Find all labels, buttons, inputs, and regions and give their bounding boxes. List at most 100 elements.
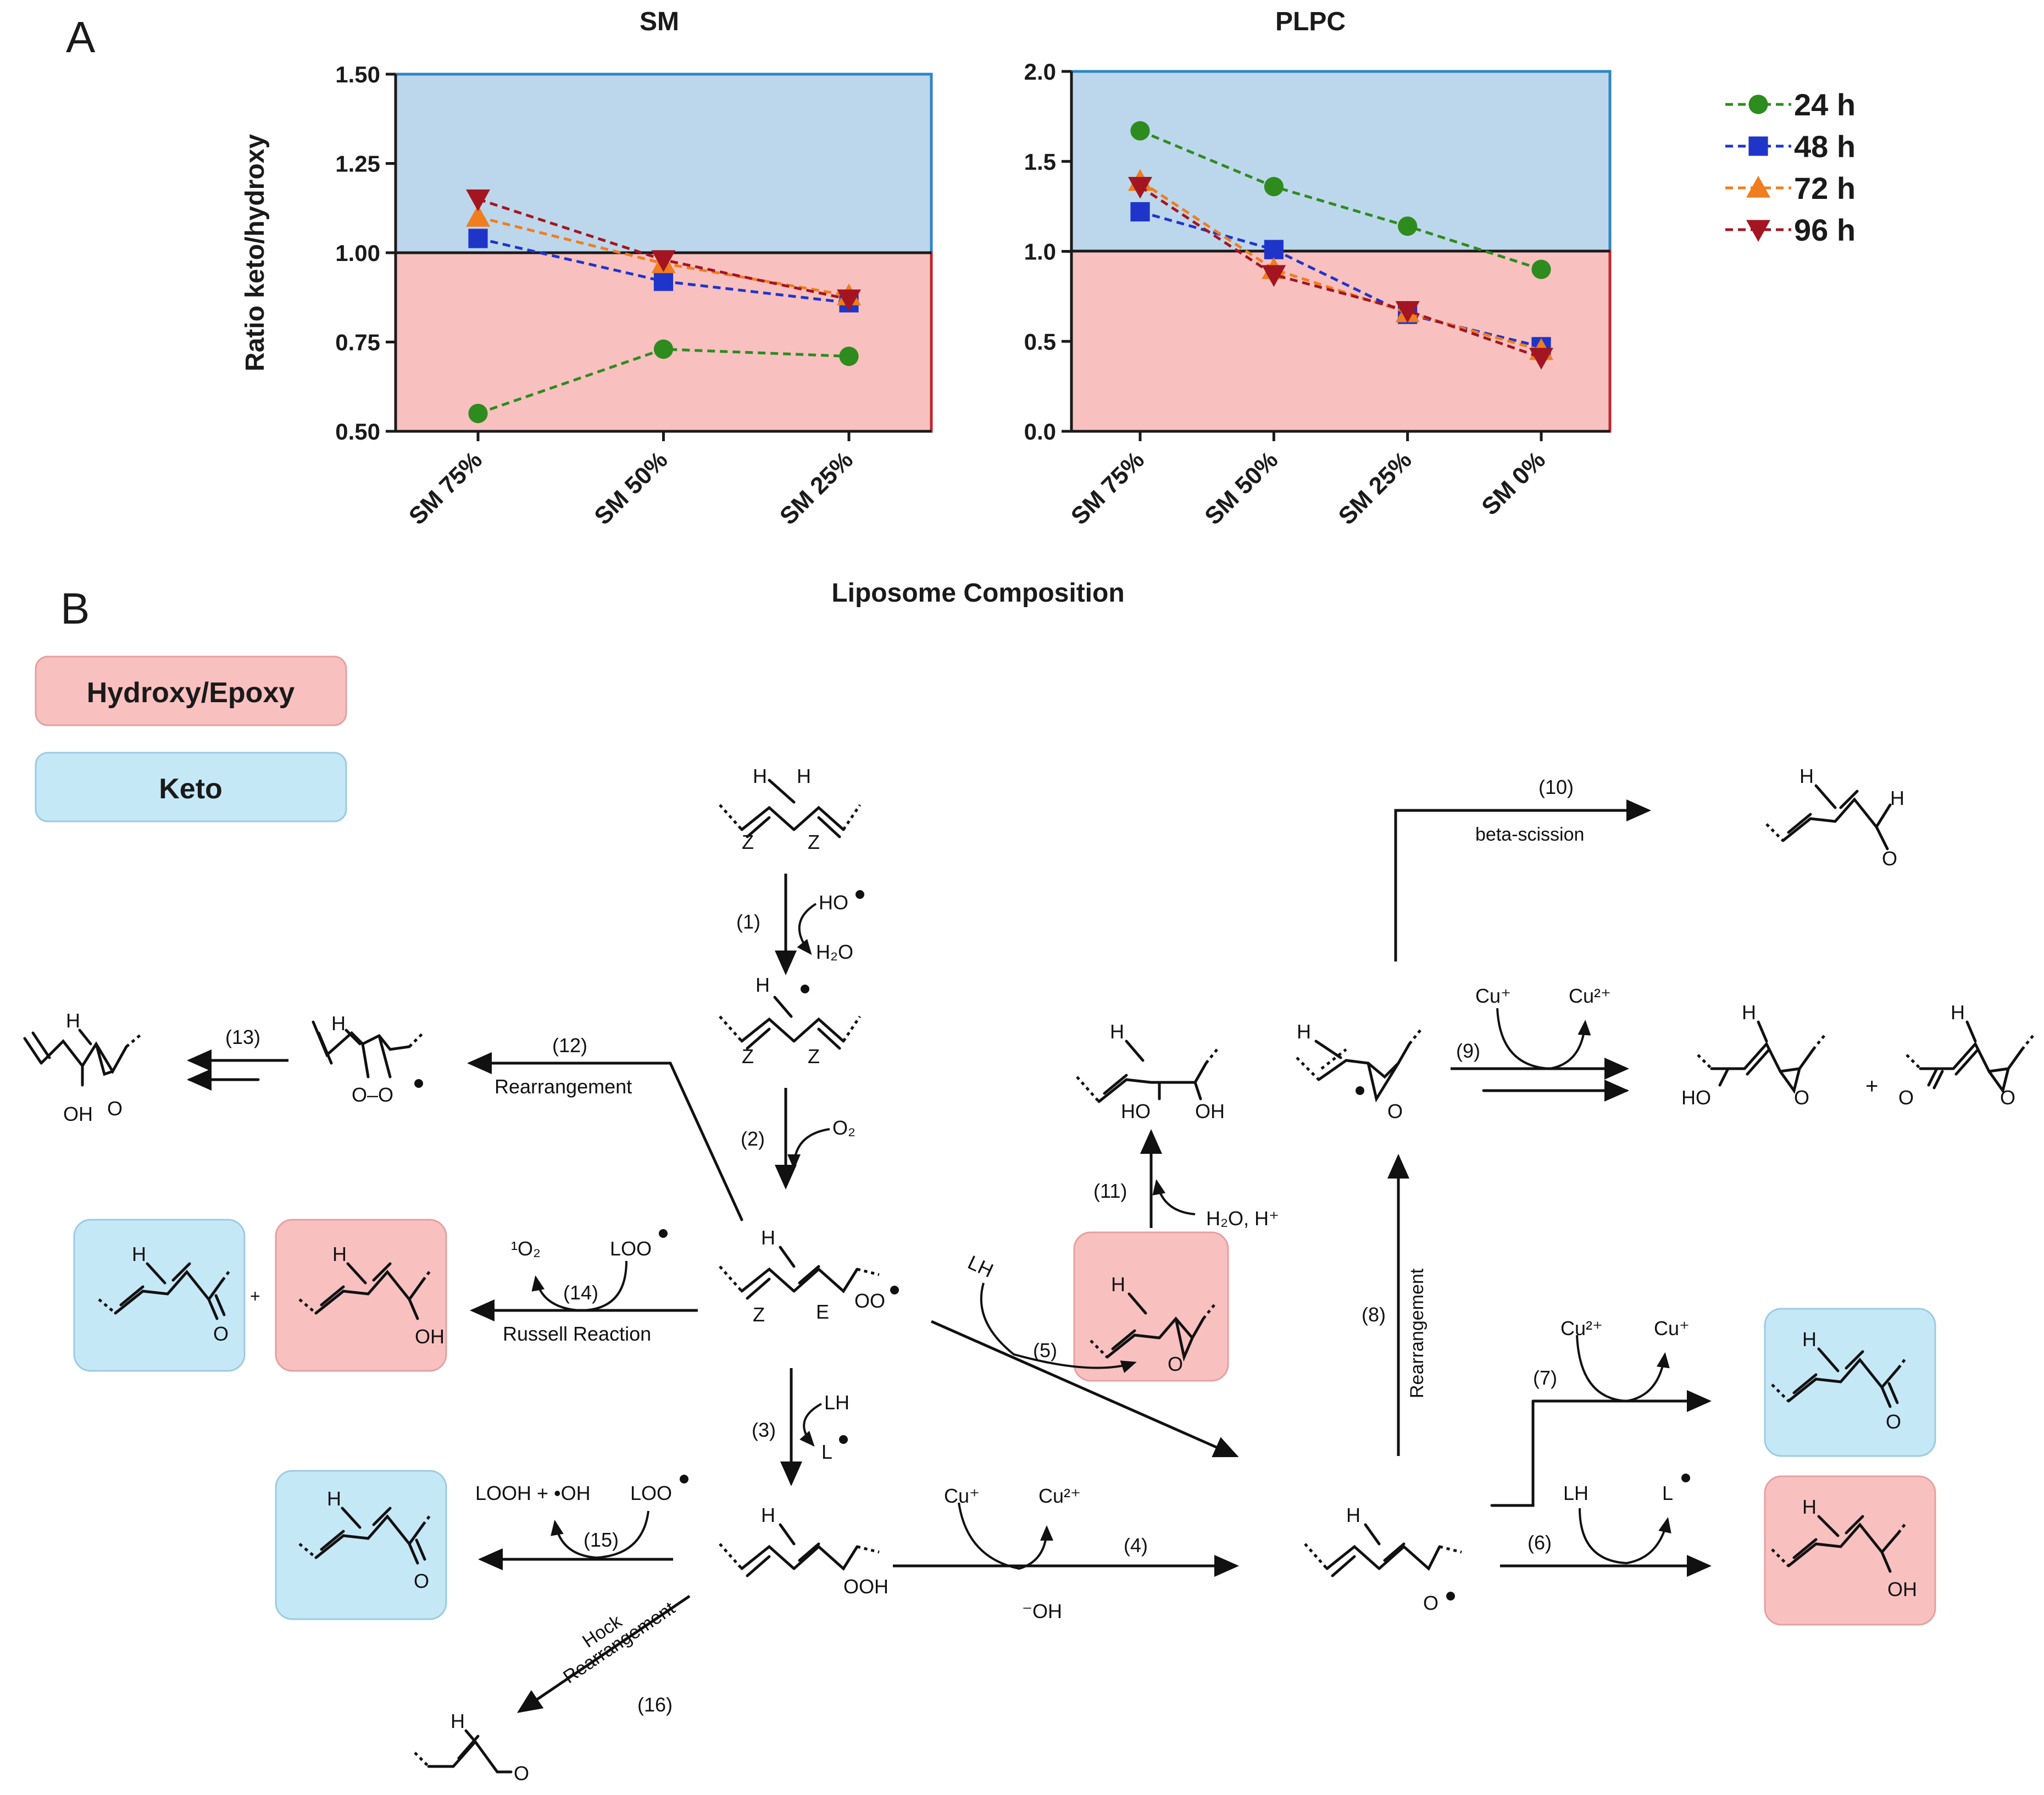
y-tick-label: 0.75: [335, 330, 380, 355]
box-hydroxy-6: [1764, 1475, 1936, 1626]
curve-step-1: [797, 903, 817, 955]
atom-o: O: [1886, 1410, 1901, 1433]
step-label: (9): [1456, 1040, 1480, 1062]
box-hydroxy-russell: [275, 1219, 447, 1372]
reagent-singlet-o2: ¹O₂: [511, 1237, 541, 1260]
step-label: (8): [1362, 1303, 1386, 1326]
step-label: (6): [1528, 1531, 1552, 1554]
radical-dot: [890, 1286, 899, 1294]
structure-hydroperoxide: H OOH: [719, 1504, 888, 1598]
y-tick-label: 1.25: [335, 151, 380, 177]
y-tick-label: 1.00: [335, 240, 380, 266]
curve-step-11: [1152, 1179, 1196, 1215]
x-tick-label: SM 25%: [1334, 446, 1417, 530]
y-axis-label: Ratio keto/hydroxy: [241, 134, 270, 371]
structure-peroxyl-radical: H Z E OO: [719, 1226, 899, 1326]
data-point-24h: [839, 346, 859, 366]
data-point-24h: [1398, 216, 1418, 236]
stereo-z: Z: [742, 1045, 754, 1068]
radical-dot: [801, 985, 809, 993]
reaction-russell: Russell Reaction: [503, 1322, 651, 1345]
structure-ketone-7: H O: [1771, 1328, 1908, 1433]
atom-h: H: [66, 1009, 80, 1032]
atom-o: O: [1168, 1353, 1183, 1375]
structure-epoxyallyl-radical: H O: [1296, 1020, 1421, 1122]
structure-linoleate: H H Z Z: [719, 765, 862, 853]
curve-step-2: [787, 1128, 830, 1170]
atom-h: H: [331, 1012, 346, 1035]
reagent-cu-plus: Cu⁺: [944, 1485, 980, 1507]
curve-step-14: [531, 1260, 627, 1312]
arrow-step-5: [930, 1320, 1239, 1458]
radical-dot: [856, 890, 864, 899]
y-tick-label: 1.50: [335, 62, 380, 87]
x-tick-label: SM 75%: [404, 446, 487, 530]
x-axis-label: Liposome Composition: [831, 579, 1124, 608]
atom-o: O: [1387, 1100, 1403, 1122]
structure-hydroxy-epoxy-product: H HO O: [1681, 1001, 1825, 1109]
step-label: (3): [752, 1419, 776, 1441]
atom-h: H: [753, 765, 767, 787]
series-line-24h: [1140, 129, 1542, 271]
legend-marker: [1748, 95, 1768, 114]
step-label: (5): [1033, 1339, 1057, 1361]
radical-dot: [1446, 1592, 1455, 1601]
step-label: (12): [552, 1034, 587, 1057]
curve-step-15: [551, 1510, 649, 1559]
stereo-z: Z: [808, 1045, 820, 1068]
data-point-24h: [653, 339, 674, 359]
structure-ketone-15: H O: [298, 1487, 432, 1592]
reagent-lh: LH: [824, 1391, 849, 1414]
radical-dot: [1356, 1086, 1364, 1095]
y-tick-label: 0.0: [1024, 419, 1056, 444]
atom-h: H: [797, 765, 811, 787]
chart-plpc: PLPC 0.0 0.5 1.0 1.5 2.0 SM 75% SM 50% SM 25% SM…: [1024, 7, 1612, 530]
legend: 24 h 48 h 72 h 96 h: [1725, 87, 1856, 247]
step-label: (13): [225, 1026, 260, 1048]
y-tick-label: 1.5: [1024, 149, 1056, 175]
reaction-hock-rearrangement: Rearrangement: [559, 1598, 679, 1688]
data-point-96h: [466, 189, 490, 212]
reagent-loo: LOO: [610, 1237, 652, 1260]
data-point-48h: [1264, 240, 1284, 259]
reagent-cu-plus: Cu⁺: [1654, 1317, 1690, 1340]
structure-dioxetane: H O–O: [312, 1012, 424, 1106]
legend-label: 96 h: [1794, 213, 1856, 247]
y-tick-label: 1.0: [1024, 239, 1056, 265]
curve-step-4: [958, 1502, 1053, 1570]
structure-diol: H HO OH: [1076, 1020, 1225, 1122]
atom-ho: HO: [1681, 1086, 1711, 1109]
radical-dot: [680, 1475, 688, 1483]
atom-o: O: [1882, 847, 1897, 870]
reaction-rearrangement: Rearrangement: [495, 1075, 632, 1098]
reagent-loo: LOO: [630, 1482, 672, 1504]
atom-h: H: [332, 1243, 347, 1265]
structure-epoxy-allylic: H O: [1090, 1273, 1215, 1375]
plpc-hydroxy-region: [1070, 249, 1612, 433]
data-point-24h: [1531, 259, 1551, 279]
structure-keto-epoxy-product: H O O: [1898, 1001, 2034, 1109]
data-point-96h: [1395, 301, 1420, 323]
curve-step-7: [1576, 1335, 1670, 1403]
step-label: (4): [1124, 1534, 1148, 1557]
atom-h: H: [1346, 1504, 1360, 1526]
stereo-z: Z: [808, 831, 820, 853]
stereo-e: E: [816, 1301, 829, 1323]
atom-h: H: [1297, 1020, 1311, 1043]
x-tick-label: SM 25%: [775, 446, 858, 530]
step-label: (11): [1093, 1180, 1127, 1202]
legend-marker: [1748, 136, 1768, 156]
atom-oh: OH: [415, 1325, 445, 1348]
atom-h: H: [1799, 765, 1814, 787]
data-point-24h: [468, 403, 488, 424]
legend-marker: [1746, 220, 1770, 242]
atom-h: H: [451, 1710, 465, 1732]
reagent-o2: O₂: [832, 1116, 856, 1139]
series-line-72h: [1139, 180, 1542, 352]
arrow-step-10: [1394, 799, 1651, 962]
plpc-title: PLPC: [1275, 7, 1346, 36]
panel-label-a: A: [66, 13, 96, 62]
step-label: (14): [563, 1281, 598, 1304]
legend-marker: [1746, 176, 1770, 198]
atom-h: H: [1111, 1273, 1125, 1296]
